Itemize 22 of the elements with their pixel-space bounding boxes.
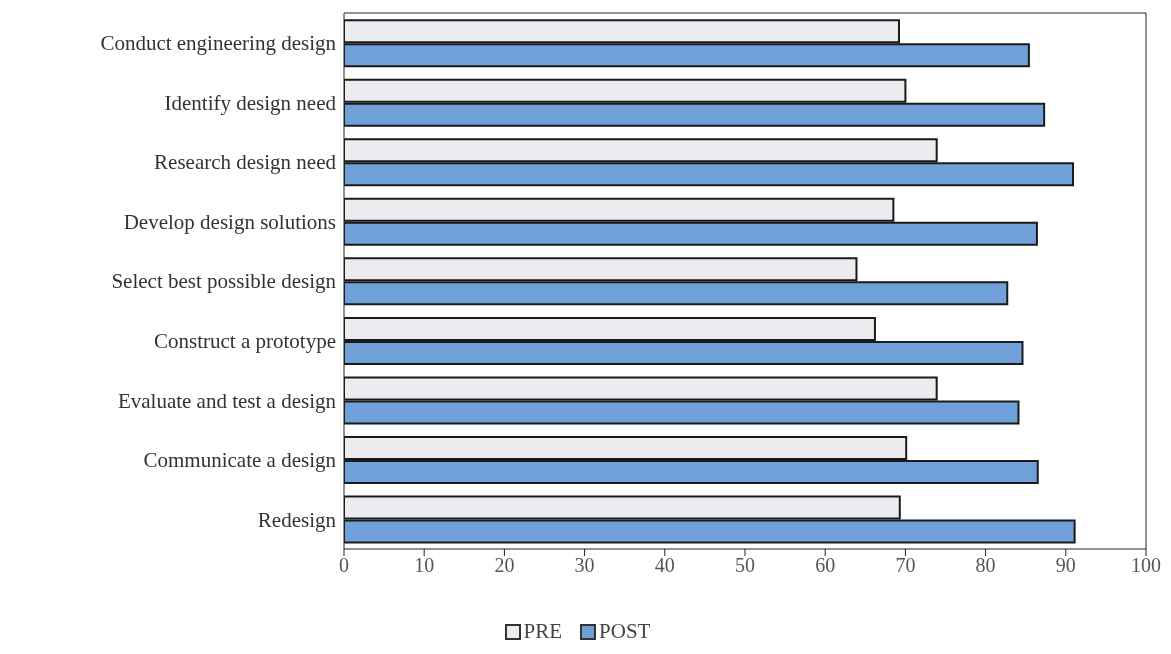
y-tick-label: Construct a prototype xyxy=(154,329,336,354)
x-tick-label: 40 xyxy=(654,554,675,577)
x-tick-label: 80 xyxy=(975,554,996,577)
x-tick-label: 100 xyxy=(1131,554,1161,577)
x-tick-label: 90 xyxy=(1055,554,1076,577)
y-tick-label: Select best possible design xyxy=(111,269,337,294)
x-tick-label: 70 xyxy=(895,554,916,577)
y-tick-label: Evaluate and test a design xyxy=(117,388,337,413)
x-tick-label: 0 xyxy=(339,554,349,577)
x-tick-label: 20 xyxy=(494,554,515,577)
legend-label: PRE xyxy=(522,619,563,644)
y-tick-label: Redesign xyxy=(257,507,337,532)
x-tick-label: 50 xyxy=(735,554,755,577)
legend-label: POST xyxy=(598,619,651,644)
y-tick-label: Research design need xyxy=(154,150,337,175)
y-tick-label: Develop design solutions xyxy=(123,209,336,234)
y-tick-label: Communicate a design xyxy=(143,448,337,473)
x-tick-label: 60 xyxy=(815,554,836,577)
x-tick-label: 10 xyxy=(414,554,435,577)
y-tick-label: Conduct engineering design xyxy=(100,31,337,56)
y-tick-label: Identify design need xyxy=(164,90,337,115)
x-tick-label: 30 xyxy=(574,554,595,577)
